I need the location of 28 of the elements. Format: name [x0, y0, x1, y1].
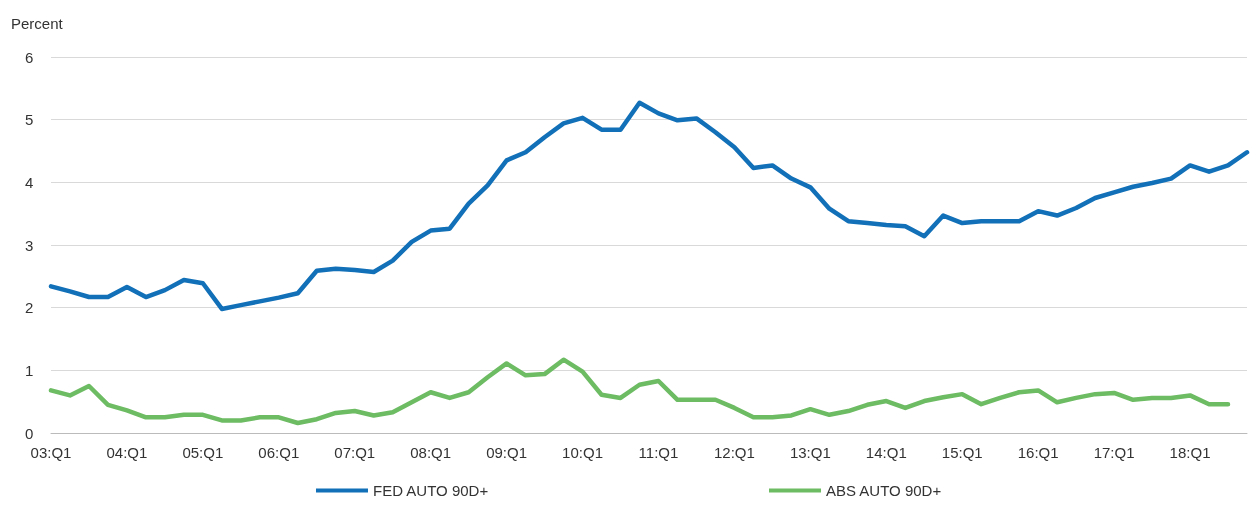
x-tick-label: 15:Q1	[941, 444, 983, 461]
x-tick-label: 06:Q1	[258, 444, 300, 461]
x-tick-label: 13:Q1	[789, 444, 831, 461]
line-series	[48, 357, 1231, 426]
x-tick-label: 14:Q1	[865, 444, 907, 461]
line-series	[48, 100, 1250, 312]
x-tick-label: 09:Q1	[486, 444, 528, 461]
x-tick-label: 04:Q1	[106, 444, 148, 461]
x-tick-label: 07:Q1	[334, 444, 376, 461]
legend-label: ABS AUTO 90D+	[825, 482, 942, 499]
x-tick-label: 16:Q1	[1017, 444, 1059, 461]
y-tick-label: 0	[25, 424, 34, 442]
y-tick-label: 1	[25, 361, 34, 379]
x-tick-label: 17:Q1	[1093, 444, 1135, 461]
y-axis-title: Percent	[11, 15, 64, 32]
x-tick-label: 05:Q1	[182, 444, 224, 461]
x-tick-label: 18:Q1	[1169, 444, 1211, 461]
x-tick-label: 08:Q1	[410, 444, 452, 461]
y-tick-label: 6	[25, 48, 34, 66]
x-tick-label: 11:Q1	[638, 444, 679, 461]
y-tick-label: 4	[25, 173, 34, 191]
legend-label: FED AUTO 90D+	[372, 482, 489, 499]
y-tick-label: 3	[25, 236, 34, 254]
x-tick-label: 12:Q1	[713, 444, 755, 461]
y-tick-label: 2	[25, 299, 34, 317]
x-tick-label: 10:Q1	[562, 444, 603, 461]
x-tick-label: 03:Q1	[30, 444, 72, 461]
y-tick-label: 5	[25, 111, 34, 129]
